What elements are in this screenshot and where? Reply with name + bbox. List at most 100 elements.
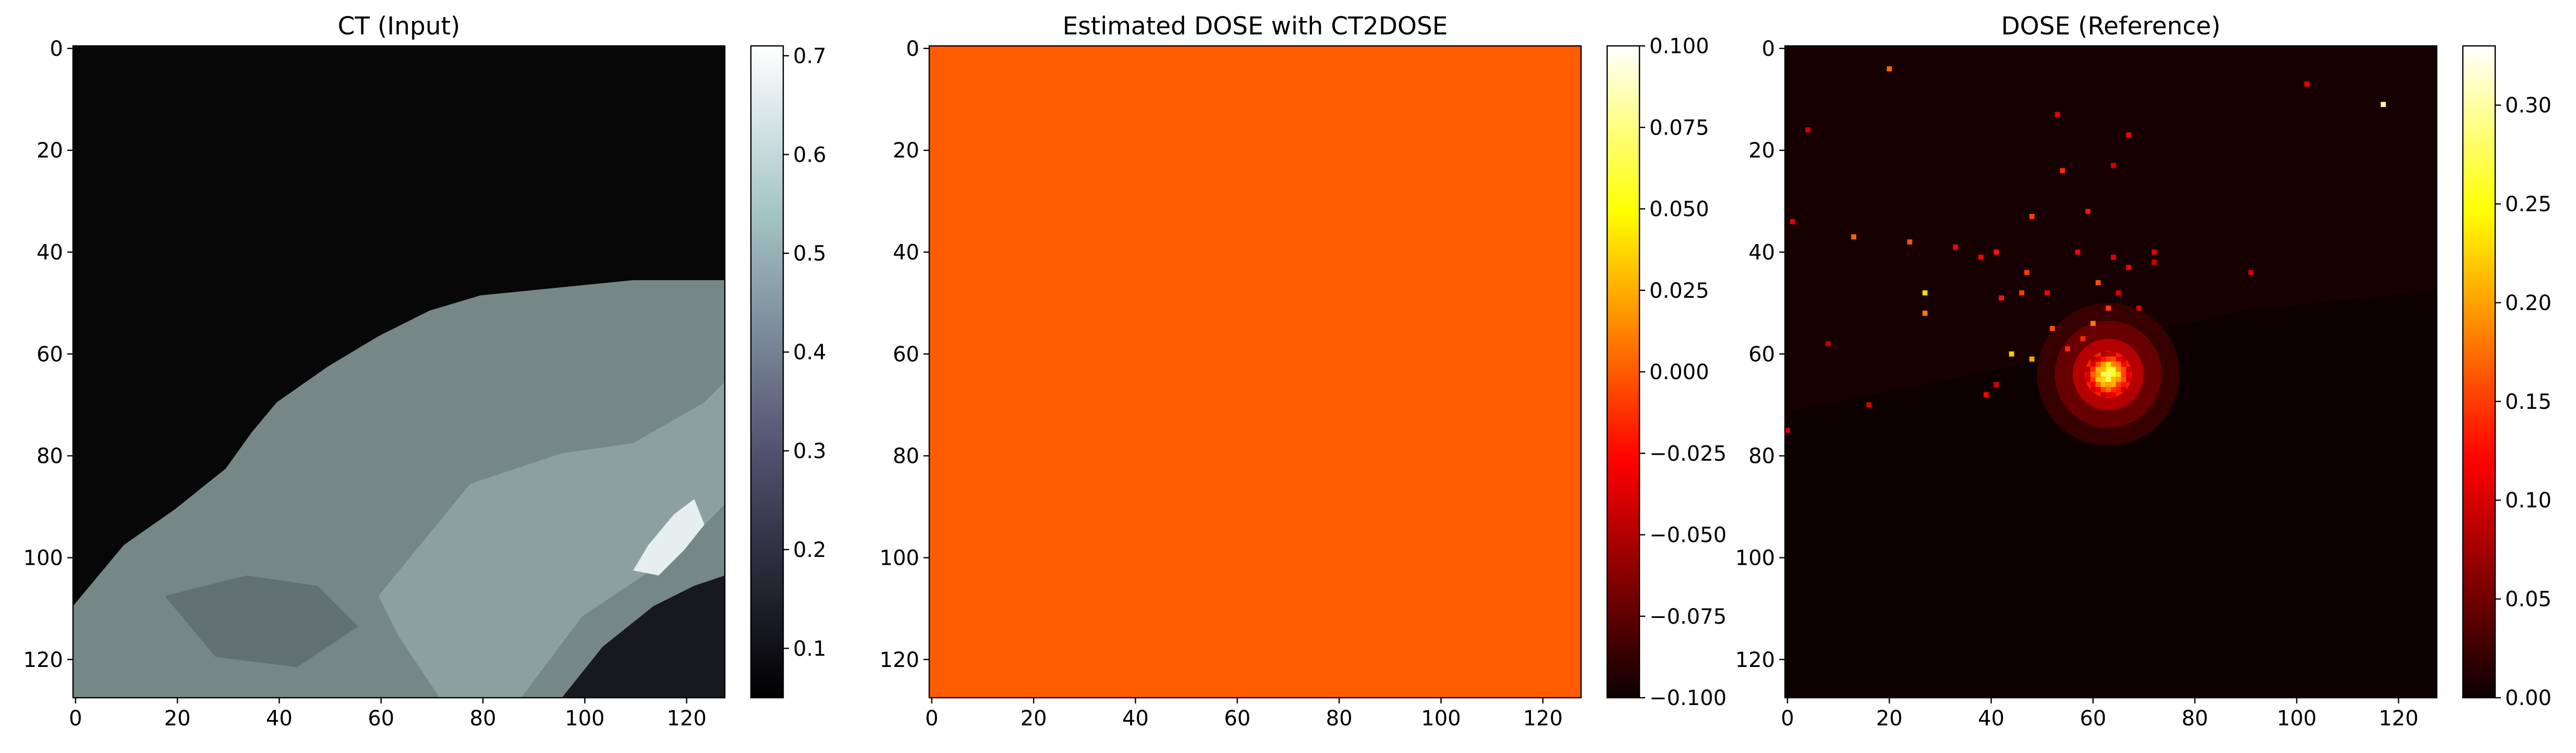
hotspot-pixel xyxy=(2106,372,2111,377)
colorbar-tick-label: 0.2 xyxy=(793,538,827,562)
hotspot-pixel xyxy=(2095,356,2101,362)
colorbar-tick-label: 0.025 xyxy=(1649,279,1709,303)
dose-pixel xyxy=(1922,310,1928,316)
hotspot-pixel xyxy=(2106,361,2111,367)
dose-hotspot xyxy=(2085,351,2132,397)
x-tick-label: 100 xyxy=(1421,707,1461,731)
dose-pixel xyxy=(1994,382,1999,387)
hotspot-pixel xyxy=(2126,376,2132,382)
hotspot-pixel xyxy=(2111,376,2116,382)
x-tick-label: 80 xyxy=(1326,707,1353,731)
y-tick-label: 20 xyxy=(37,139,63,163)
colorbar-tick-label: 0.050 xyxy=(1649,198,1709,222)
y-tick-label: 80 xyxy=(893,444,919,468)
panel-title: CT (Input) xyxy=(338,12,460,41)
colorbar-tick-label: 0.5 xyxy=(793,242,827,266)
colorbar-tick-label: 0.20 xyxy=(2505,291,2551,315)
panel-title: DOSE (Reference) xyxy=(2001,12,2220,41)
y-tick-label: 60 xyxy=(1748,343,1775,367)
colorbar-tick-label: 0.6 xyxy=(793,143,827,167)
hotspot-pixel xyxy=(2090,356,2096,362)
hotspot-pixel xyxy=(2100,367,2106,372)
hotspot-pixel xyxy=(2095,387,2101,393)
hotspot-pixel xyxy=(2095,372,2101,377)
hotspot-pixel xyxy=(2111,372,2116,377)
hotspot-pixel xyxy=(2121,382,2127,387)
dose-pixel xyxy=(1922,290,1928,296)
dose-pixel xyxy=(2045,290,2050,296)
dose-pixel xyxy=(2080,336,2086,342)
x-tick-label: 80 xyxy=(2182,707,2208,731)
hotspot-pixel xyxy=(2090,367,2096,372)
hotspot-pixel xyxy=(2106,376,2111,382)
y-tick-label: 100 xyxy=(23,546,63,570)
hotspot-pixel xyxy=(2085,372,2091,377)
estimated-dose-heatmap xyxy=(929,46,1581,698)
dose-pixel xyxy=(2116,290,2121,296)
panel-ct-input: CT (Input) 0 20 40 60 80 100 120 0 20 40 60 80 100 1… xyxy=(23,12,827,731)
colorbar-tick-label: −0.100 xyxy=(1649,686,1727,710)
colorbar-tick-label: 0.30 xyxy=(2505,94,2551,118)
dose-pixel xyxy=(2111,254,2116,260)
dose-pixel xyxy=(1994,249,1999,255)
x-tick-label: 120 xyxy=(667,707,707,731)
y-tick-label: 0 xyxy=(906,37,919,61)
colorbar-tick-label: 0.100 xyxy=(1649,34,1709,58)
hotspot-pixel xyxy=(2095,376,2101,382)
y-ticks: 0 20 40 60 80 100 120 xyxy=(1735,37,1785,672)
y-tick-label: 40 xyxy=(37,241,63,265)
hotspot-pixel xyxy=(2116,367,2121,372)
hotspot-pixel xyxy=(2116,356,2121,362)
colorbar-tick-label: 0.00 xyxy=(2505,686,2551,710)
dose-pixel xyxy=(1785,428,1790,433)
dose-pixel xyxy=(1983,392,1989,397)
x-tick-label: 40 xyxy=(1122,707,1149,731)
hotspot-pixel xyxy=(2085,376,2091,382)
dose-pixel xyxy=(1999,295,2004,301)
dose-pixel xyxy=(1851,234,1856,240)
colorbar xyxy=(1606,45,1641,699)
x-tick-label: 60 xyxy=(1224,707,1250,731)
dose-pixel xyxy=(2126,132,2132,138)
colorbar-tick-label: 0.000 xyxy=(1649,360,1709,384)
x-tick-label: 100 xyxy=(2277,707,2316,731)
dose-pixel xyxy=(1887,66,1892,71)
dose-pixel xyxy=(2090,321,2096,326)
hotspot-pixel xyxy=(2111,382,2116,387)
hotspot-pixel xyxy=(2121,356,2127,362)
hotspot-pixel xyxy=(2106,392,2111,397)
hotspot-pixel xyxy=(2106,356,2111,362)
ct-soft-tissue-dark xyxy=(164,575,358,667)
hotspot-pixel xyxy=(2111,392,2116,397)
hotspot-pixel xyxy=(2090,361,2096,367)
colorbar-tick-label: 0.05 xyxy=(2505,588,2551,612)
dose-pixel xyxy=(2304,81,2310,87)
x-tick-label: 100 xyxy=(565,707,604,731)
hotspot-pixel xyxy=(2116,387,2121,393)
dose-pixel xyxy=(1826,341,1831,347)
x-tick-label: 60 xyxy=(2080,707,2106,731)
ct-bone xyxy=(633,499,704,576)
colorbar xyxy=(2462,45,2496,699)
y-tick-label: 120 xyxy=(1735,648,1775,672)
reference-dose-heatmap xyxy=(1785,46,2437,698)
dose-pixel xyxy=(2152,260,2157,265)
x-tick-label: 120 xyxy=(2379,707,2419,731)
x-tick-label: 0 xyxy=(1781,707,1794,731)
hotspot-pixel xyxy=(2111,367,2116,372)
colorbar-tick-label: −0.075 xyxy=(1649,605,1727,629)
dose-pixel xyxy=(2126,264,2132,270)
dose-upper-region xyxy=(1785,46,2437,413)
colorbar-tick-label: 0.25 xyxy=(2505,192,2551,216)
hotspot-pixel xyxy=(2100,361,2106,367)
colorbar-tick-label: 0.075 xyxy=(1649,116,1709,140)
hotspot-pixel xyxy=(2095,367,2101,372)
colorbar-tick-label: 0.4 xyxy=(793,341,827,365)
hotspot-pixel xyxy=(2121,372,2127,377)
dose-pixel xyxy=(2095,280,2101,285)
hotspot-pixel xyxy=(2090,387,2096,393)
hotspot-pixel xyxy=(2095,382,2101,387)
colorbar-tick-label: −0.050 xyxy=(1649,524,1727,548)
hotspot-pixel xyxy=(2111,356,2116,362)
dose-pixel xyxy=(1866,402,1872,408)
